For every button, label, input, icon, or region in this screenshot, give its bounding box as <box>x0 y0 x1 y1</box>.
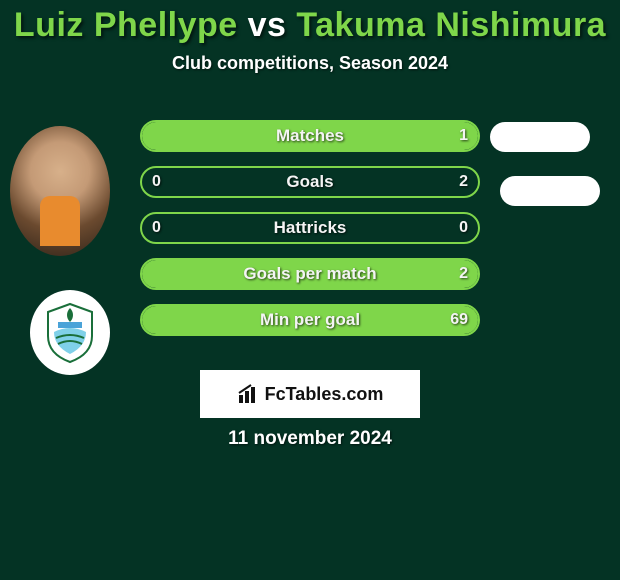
stats-table: Matches10Goals20Hattricks0Goals per matc… <box>140 120 480 350</box>
stat-value-right: 2 <box>459 260 468 288</box>
brand-chart-icon <box>237 383 259 405</box>
stat-row: Min per goal69 <box>140 304 480 336</box>
player1-name: Luiz Phellype <box>14 6 238 44</box>
date-label: 11 november 2024 <box>0 428 620 450</box>
indicator-pill <box>500 176 600 206</box>
club-crest-icon <box>42 302 98 364</box>
stat-row: Matches1 <box>140 120 480 152</box>
player1-avatar <box>10 126 110 256</box>
stat-label: Goals per match <box>142 260 478 288</box>
stat-label: Goals <box>142 168 478 196</box>
page-title: Luiz Phellype vs Takuma Nishimura <box>0 0 620 45</box>
player2-name: Takuma Nishimura <box>296 6 606 44</box>
stat-label: Hattricks <box>142 214 478 242</box>
stat-row: 0Hattricks0 <box>140 212 480 244</box>
subtitle: Club competitions, Season 2024 <box>0 53 620 74</box>
stat-value-right: 69 <box>450 306 468 334</box>
stat-row: 0Goals2 <box>140 166 480 198</box>
indicator-pill <box>490 122 590 152</box>
stat-row: Goals per match2 <box>140 258 480 290</box>
player2-club-badge <box>30 290 110 375</box>
stat-label: Matches <box>142 122 478 150</box>
stat-label: Min per goal <box>142 306 478 334</box>
vs-text: vs <box>248 6 287 44</box>
brand-box: FcTables.com <box>200 370 420 418</box>
brand-label: FcTables.com <box>265 384 384 405</box>
stat-value-right: 1 <box>459 122 468 150</box>
stat-value-right: 0 <box>459 214 468 242</box>
stat-value-right: 2 <box>459 168 468 196</box>
